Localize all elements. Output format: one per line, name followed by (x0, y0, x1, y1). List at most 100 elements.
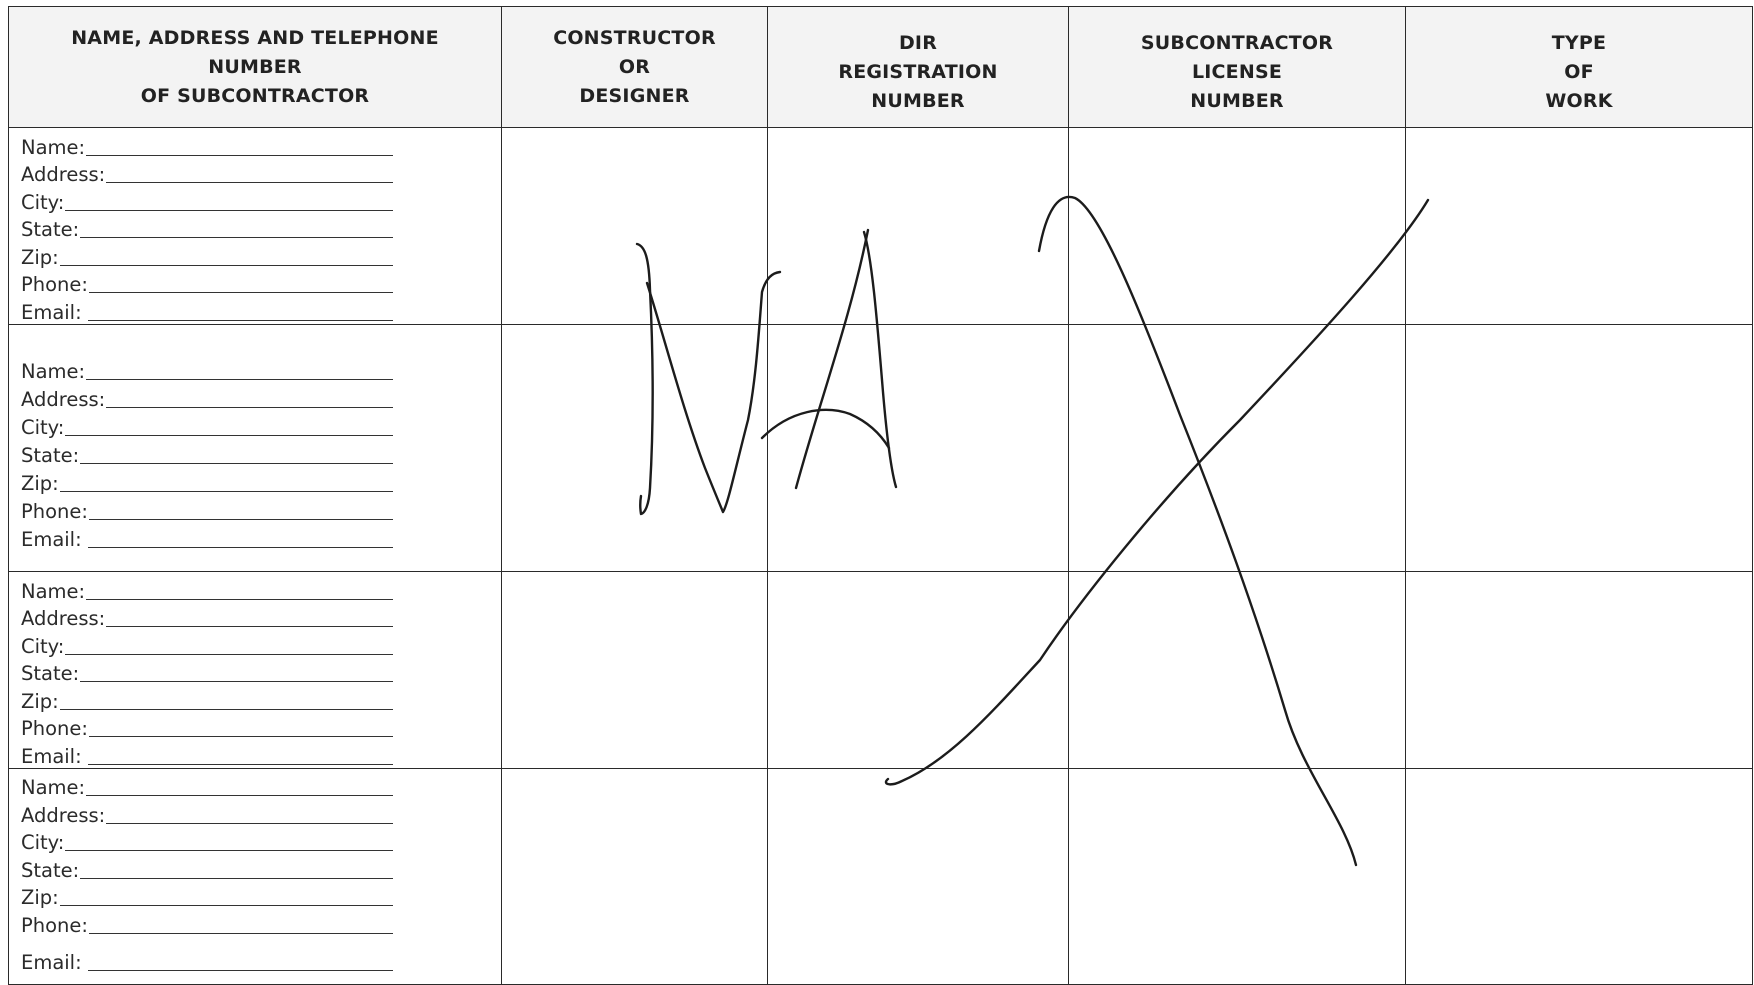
zip-value[interactable] (59, 491, 393, 492)
phone-field[interactable]: Phone: (21, 909, 393, 937)
name-field[interactable]: Name: (21, 575, 393, 603)
name-value[interactable] (86, 379, 393, 380)
email-field[interactable]: Email: (21, 523, 393, 551)
email-field[interactable]: Email: (21, 296, 393, 324)
address-value[interactable] (106, 626, 393, 627)
city-field[interactable]: City: (21, 411, 393, 439)
address-label: Address: (21, 388, 106, 411)
address-field[interactable]: Address: (21, 159, 393, 186)
subcontractor-license-number-cell[interactable] (1068, 571, 1406, 769)
state-field[interactable]: State: (21, 214, 393, 241)
constructor-or-designer-cell[interactable] (501, 767, 768, 985)
state-value[interactable] (80, 463, 393, 464)
zip-field[interactable]: Zip: (21, 467, 393, 495)
phone-value[interactable] (88, 736, 393, 737)
header-constructor-or-designer: CONSTRUCTOR OR DESIGNER (501, 6, 768, 128)
city-label: City: (21, 416, 65, 439)
email-field[interactable]: Email: (21, 937, 393, 974)
name-field[interactable]: Name: (21, 355, 393, 383)
phone-field[interactable]: Phone: (21, 269, 393, 296)
constructor-or-designer-cell[interactable] (501, 324, 768, 572)
state-field[interactable]: State: (21, 439, 393, 467)
city-value[interactable] (65, 850, 393, 852)
email-value[interactable] (87, 763, 393, 765)
city-field[interactable]: City: (21, 827, 393, 855)
city-value[interactable] (65, 435, 393, 436)
email-value[interactable] (87, 970, 393, 972)
constructor-or-designer-cell[interactable] (501, 571, 768, 769)
city-value[interactable] (65, 209, 393, 211)
phone-value[interactable] (88, 519, 393, 520)
subcontractor-info-cell: Name: Address: City: State: Zip: Phone: … (8, 571, 502, 769)
state-value[interactable] (80, 877, 393, 879)
city-label: City: (21, 831, 65, 855)
subcontractor-table: NAME, ADDRESS AND TELEPHONE NUMBER OF SUB… (8, 6, 1753, 985)
subcontractor-license-number-cell[interactable] (1068, 324, 1406, 572)
address-label: Address: (21, 803, 106, 827)
state-label: State: (21, 662, 80, 685)
zip-label: Zip: (21, 689, 59, 713)
type-of-work-cell[interactable] (1405, 571, 1753, 769)
state-field[interactable]: State: (21, 854, 393, 882)
zip-field[interactable]: Zip: (21, 882, 393, 910)
subcontractor-license-number-cell[interactable] (1068, 127, 1406, 325)
address-field[interactable]: Address: (21, 799, 393, 827)
header-dir-registration-number: DIR REGISTRATION NUMBER (767, 6, 1069, 128)
dir-registration-number-cell[interactable] (767, 767, 1069, 985)
city-value[interactable] (65, 653, 393, 655)
state-field[interactable]: State: (21, 658, 393, 685)
dir-registration-number-cell[interactable] (767, 127, 1069, 325)
type-of-work-cell[interactable] (1405, 767, 1753, 985)
dir-registration-number-cell[interactable] (767, 324, 1069, 572)
state-value[interactable] (80, 681, 393, 682)
phone-field[interactable]: Phone: (21, 495, 393, 523)
phone-label: Phone: (21, 500, 88, 523)
state-label: State: (21, 858, 80, 882)
address-value[interactable] (106, 822, 393, 824)
email-label: Email: (21, 300, 82, 324)
zip-field[interactable]: Zip: (21, 685, 393, 713)
table-row: Name: Address: City: State: Zip: Phone: … (8, 571, 1753, 769)
city-field[interactable]: City: (21, 630, 393, 658)
phone-value[interactable] (88, 292, 393, 293)
header-subcontractor-license-number: SUBCONTRACTOR LICENSE NUMBER (1068, 6, 1406, 128)
zip-field[interactable]: Zip: (21, 241, 393, 269)
constructor-or-designer-cell[interactable] (501, 127, 768, 325)
city-label: City: (21, 634, 65, 658)
phone-value[interactable] (88, 933, 393, 935)
type-of-work-cell[interactable] (1405, 324, 1753, 572)
zip-value[interactable] (59, 264, 393, 266)
address-field[interactable]: Address: (21, 383, 393, 411)
header-name-address-phone: NAME, ADDRESS AND TELEPHONE NUMBER OF SUB… (8, 6, 502, 128)
type-of-work-cell[interactable] (1405, 127, 1753, 325)
name-value[interactable] (86, 598, 393, 600)
name-value[interactable] (86, 795, 393, 797)
name-field[interactable]: Name: (21, 131, 393, 159)
zip-label: Zip: (21, 886, 59, 910)
city-field[interactable]: City: (21, 186, 393, 214)
name-label: Name: (21, 776, 86, 800)
table-row: Name: Address: City: State: Zip: Phone: … (8, 324, 1753, 572)
email-value[interactable] (87, 547, 393, 548)
zip-value[interactable] (59, 905, 393, 907)
address-value[interactable] (106, 182, 393, 183)
email-label: Email: (21, 951, 82, 975)
name-value[interactable] (86, 154, 393, 156)
email-field[interactable]: Email: (21, 740, 393, 768)
table-row: Name: Address: City: State: Zip: Phone: … (8, 127, 1753, 325)
phone-field[interactable]: Phone: (21, 713, 393, 740)
address-field[interactable]: Address: (21, 603, 393, 630)
subcontractor-license-number-cell[interactable] (1068, 767, 1406, 985)
phone-label: Phone: (21, 914, 88, 938)
city-label: City: (21, 190, 65, 214)
email-value[interactable] (87, 319, 393, 321)
dir-registration-number-cell[interactable] (767, 571, 1069, 769)
subcontractor-info-cell: Name: Address: City: State: Zip: Phone: … (8, 767, 502, 985)
address-value[interactable] (106, 407, 393, 408)
zip-value[interactable] (59, 708, 393, 710)
state-value[interactable] (80, 237, 393, 238)
phone-label: Phone: (21, 273, 88, 296)
subcontractor-info-cell: Name: Address: City: State: Zip: Phone: … (8, 127, 502, 325)
table-row: Name: Address: City: State: Zip: Phone: … (8, 767, 1753, 985)
name-field[interactable]: Name: (21, 772, 393, 800)
